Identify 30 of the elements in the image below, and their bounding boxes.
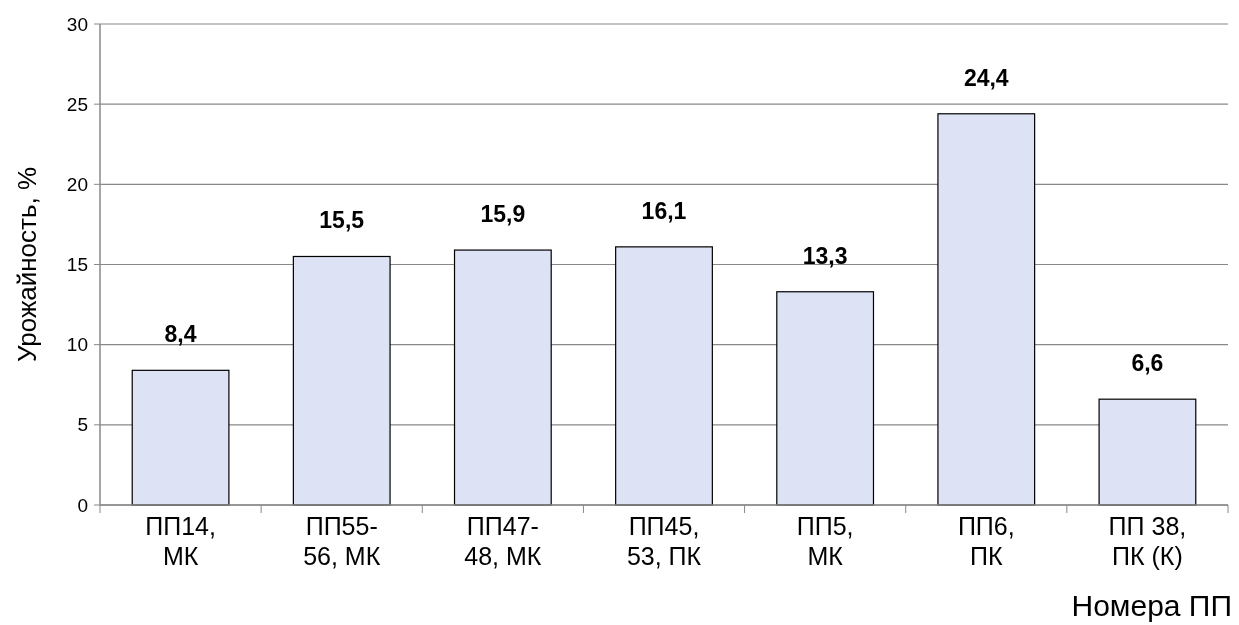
x-tick-label: ПП45, 53, ПК — [626, 512, 702, 570]
data-label: 15,9 — [480, 201, 526, 228]
y-tick-label: 25 — [66, 93, 88, 115]
bar — [453, 249, 552, 506]
x-tick-label: ПП6, ПК — [957, 512, 1015, 570]
bar — [615, 246, 713, 506]
bar — [937, 113, 1036, 506]
bar — [1098, 398, 1197, 506]
data-label: 8,4 — [164, 321, 197, 348]
data-label: 13,3 — [802, 242, 848, 269]
x-tick-label: ПП55-56, МК — [303, 512, 381, 570]
bar — [292, 255, 391, 506]
x-axis-title: Номера ПП — [1071, 589, 1232, 622]
y-tick-label: 20 — [66, 173, 88, 195]
data-label: 24,4 — [963, 64, 1009, 91]
x-tick-label: ПП47-48, МК — [464, 512, 542, 570]
x-tick-label: ПП14, МК — [145, 512, 216, 570]
y-tick-label: 15 — [66, 254, 88, 276]
y-tick-label: 30 — [66, 13, 88, 35]
data-label: 16,1 — [641, 197, 687, 224]
y-tick-label: 5 — [77, 414, 88, 436]
y-tick-label: 0 — [77, 494, 88, 516]
x-tick-label: ПП 38, ПК (К) — [1108, 512, 1187, 570]
x-tick-label: ПП5, МК — [796, 512, 854, 570]
y-axis-title: Урожайность, % — [12, 166, 42, 363]
y-tick-label: 10 — [66, 334, 88, 356]
data-label: 15,5 — [319, 207, 365, 234]
data-label: 6,6 — [1131, 350, 1164, 377]
bar — [131, 369, 230, 506]
bar — [776, 291, 875, 506]
